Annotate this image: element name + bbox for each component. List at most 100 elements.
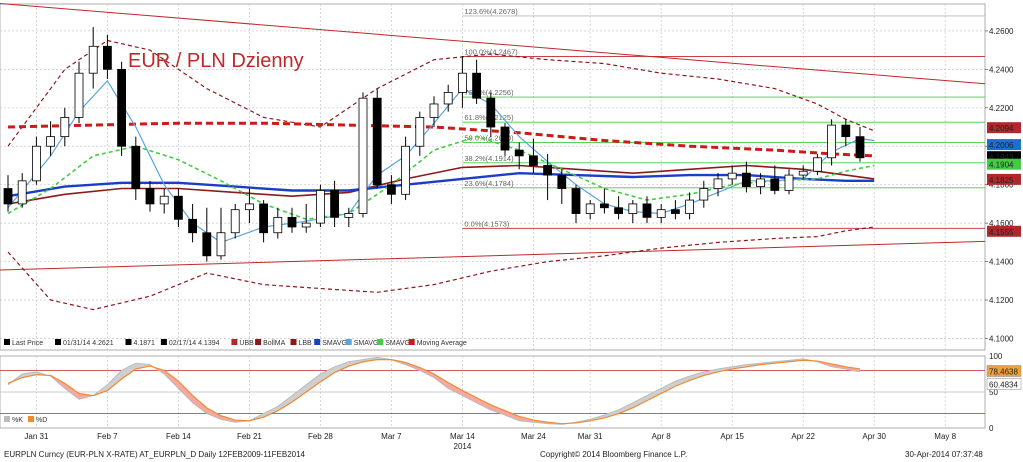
candle-body bbox=[571, 188, 581, 214]
candle-body bbox=[74, 72, 84, 118]
oscillator-legend-entry: %D bbox=[36, 417, 47, 424]
candle-body bbox=[244, 203, 254, 211]
candle-body bbox=[841, 124, 851, 138]
x-tick-label: Mar 14 bbox=[450, 432, 475, 441]
candle-body bbox=[713, 178, 723, 189]
legend-entry: Last Price bbox=[12, 340, 43, 347]
candle-body bbox=[784, 174, 794, 191]
candle-body bbox=[145, 188, 155, 205]
legend-swatch bbox=[255, 339, 262, 345]
legend-swatch bbox=[160, 339, 167, 345]
x-tick-label: Apr 22 bbox=[791, 432, 815, 441]
oscillator-tag-label: 78.4638 bbox=[989, 368, 1018, 377]
candle-body bbox=[230, 209, 240, 234]
x-tick-label: Feb 7 bbox=[97, 432, 118, 441]
price-tag bbox=[987, 122, 1021, 134]
legend-swatch bbox=[314, 339, 321, 345]
series-line-bollma bbox=[7, 164, 875, 205]
price-tag bbox=[987, 225, 1021, 237]
series-line-smavg bbox=[7, 135, 875, 221]
y-tick-label: 4.1800 bbox=[989, 181, 1014, 190]
oscillator-legend-entry: %K bbox=[12, 417, 23, 424]
price-tag bbox=[987, 139, 1021, 151]
candle-body bbox=[372, 97, 382, 186]
price-tag bbox=[987, 151, 1021, 163]
candle-body bbox=[344, 213, 354, 218]
legend-swatch bbox=[290, 339, 297, 345]
legend-swatch bbox=[55, 339, 61, 345]
fibonacci-label: 50.0%(4.2020) bbox=[464, 133, 514, 142]
legend-entry: 4.1871 bbox=[134, 340, 156, 347]
series-line-moving-average bbox=[7, 121, 875, 158]
candle-body bbox=[514, 149, 524, 157]
legend-swatch bbox=[377, 339, 384, 345]
candle-body bbox=[756, 178, 765, 188]
candle-body bbox=[60, 117, 70, 138]
candle-body bbox=[301, 222, 311, 228]
x-tick-label: Apr 30 bbox=[862, 432, 886, 441]
oscillator-legend-swatch bbox=[28, 416, 34, 422]
candle-body bbox=[188, 218, 198, 234]
candle-body bbox=[415, 117, 425, 147]
candle-body bbox=[330, 190, 340, 218]
oscillator-tag bbox=[986, 365, 1022, 377]
y-tick-label: 4.1600 bbox=[989, 219, 1014, 228]
x-tick-label: Feb 14 bbox=[166, 432, 191, 441]
legend-entry: 01/31/14 4.2621 bbox=[63, 340, 114, 347]
oscillator-y-tick-label: 0 bbox=[989, 424, 994, 433]
candle-body bbox=[742, 172, 751, 188]
series-line-smavg bbox=[7, 171, 875, 198]
candle-body bbox=[315, 190, 325, 224]
candle-body bbox=[386, 184, 396, 195]
candle-body bbox=[472, 72, 482, 99]
candle-body bbox=[358, 97, 368, 214]
candle-body bbox=[287, 216, 297, 228]
x-tick-label: Mar 24 bbox=[521, 432, 546, 441]
x-tick-label: Apr 8 bbox=[652, 432, 672, 441]
y-tick-label: 4.1200 bbox=[989, 296, 1014, 305]
x-tick-label: Feb 21 bbox=[237, 432, 262, 441]
price-tag bbox=[987, 173, 1021, 185]
candle-body bbox=[855, 136, 865, 159]
candle-body bbox=[827, 124, 836, 159]
legend-entry: UBB bbox=[239, 340, 254, 347]
fibonacci-label: 23.6%(4.1784) bbox=[464, 179, 514, 188]
candle-body bbox=[88, 45, 98, 74]
price-tag bbox=[987, 158, 1021, 170]
candle-body bbox=[17, 180, 27, 205]
candle-body bbox=[401, 145, 411, 195]
fibonacci-label: 123.6%(4.2678) bbox=[464, 7, 518, 16]
fibonacci-label: 100.0%(4.2467) bbox=[464, 47, 518, 56]
legend-swatch bbox=[4, 339, 10, 345]
candle-body bbox=[628, 203, 638, 214]
candle-body bbox=[486, 97, 496, 128]
candle-body bbox=[642, 203, 652, 218]
oscillator-y-tick-label: 50 bbox=[989, 388, 998, 397]
candle-body bbox=[671, 209, 680, 214]
candle-body bbox=[585, 203, 595, 214]
candle-body bbox=[457, 72, 467, 93]
fibonacci-label: 0.0%(4.1573) bbox=[464, 219, 510, 228]
chart-title: EUR / PLN Dzienny bbox=[128, 50, 304, 72]
series-line-lbb bbox=[7, 226, 875, 311]
candle-body bbox=[46, 136, 55, 147]
legend-entry: SMAVG bbox=[354, 340, 379, 347]
candle-body bbox=[173, 195, 183, 220]
x-tick-label: May 8 bbox=[934, 432, 956, 441]
price-tag-label: 4.2006 bbox=[989, 141, 1014, 150]
fibonacci-label: 38.2%(4.1914) bbox=[464, 154, 514, 163]
candle-body bbox=[685, 199, 694, 214]
price-tag-label: 4.1904 bbox=[989, 161, 1014, 170]
legend-entry: 02/17/14 4.1394 bbox=[169, 340, 220, 347]
candle-body bbox=[699, 188, 709, 201]
oscillator-tag-label: 60.4834 bbox=[989, 380, 1018, 389]
oscillator-k-line bbox=[7, 356, 861, 425]
candle-body bbox=[529, 155, 538, 166]
footer-copyright: Copyright© 2014 Bloomberg Finance L.P. bbox=[540, 450, 688, 459]
candle-body bbox=[117, 68, 126, 147]
x-year-label: 2014 bbox=[454, 442, 472, 451]
price-tag-label: 4.1555 bbox=[989, 228, 1014, 237]
candle-body bbox=[159, 195, 169, 205]
y-tick-label: 4.1000 bbox=[989, 334, 1014, 343]
